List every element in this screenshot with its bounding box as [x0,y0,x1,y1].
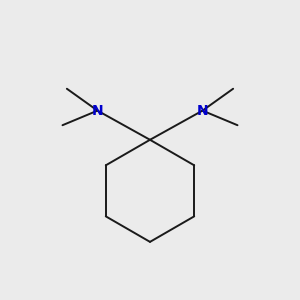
Text: N: N [92,103,103,118]
Text: N: N [197,103,208,118]
